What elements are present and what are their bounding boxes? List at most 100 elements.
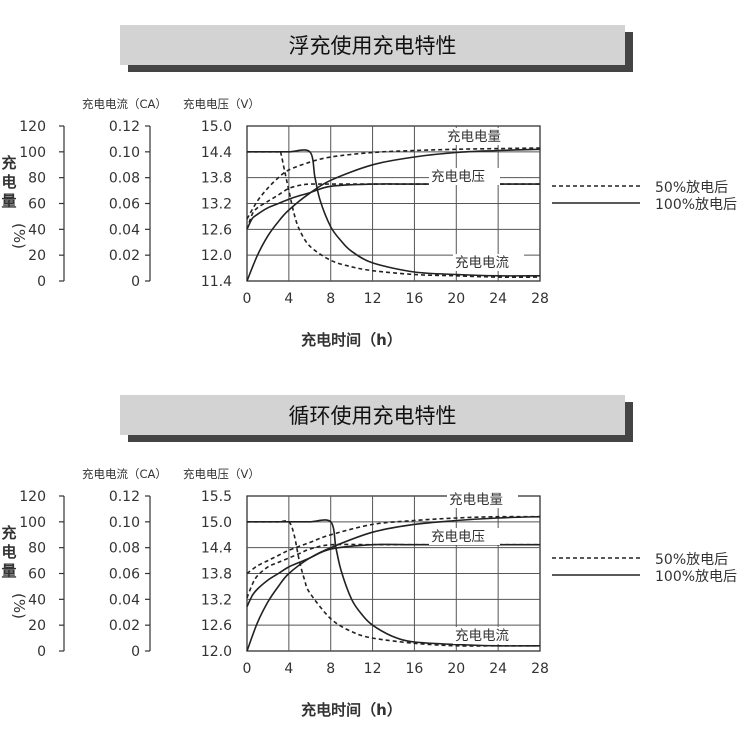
voltage-curve-100pct bbox=[246, 183, 540, 230]
voltage-curve-100pct bbox=[246, 543, 540, 608]
legend-label: 100%放电后 bbox=[655, 197, 737, 213]
voltage-curve-label: 充电电压 bbox=[431, 169, 485, 185]
x-tick-label: 16 bbox=[406, 291, 424, 307]
capacity-axis-title-char: 电 bbox=[1, 173, 16, 191]
current-curve-100pct bbox=[247, 149, 541, 277]
current-tick-label: 0 bbox=[131, 644, 140, 660]
capacity-axis-title-char: 电 bbox=[1, 543, 16, 561]
current-tick-label: 0.12 bbox=[109, 489, 140, 505]
voltage-axis-title: 充电电压（V） bbox=[183, 467, 260, 481]
capacity-curve-50pct bbox=[246, 515, 541, 575]
voltage-tick-label: 12.6 bbox=[201, 618, 232, 634]
capacity-axis-title-char: 充 bbox=[1, 524, 16, 542]
capacity-tick-label: 100 bbox=[19, 145, 46, 161]
current-curve-label-bg bbox=[453, 627, 524, 644]
voltage-tick-label: 14.4 bbox=[201, 541, 232, 557]
current-curve-label: 充电电流 bbox=[455, 628, 509, 644]
current-curve-50pct bbox=[246, 520, 540, 647]
voltage-tick-label: 14.4 bbox=[201, 145, 232, 161]
capacity-curve-label-bg bbox=[447, 491, 518, 508]
x-axis-title: 充电时间（h） bbox=[301, 701, 402, 719]
chart-title: 浮充使用充电特性 bbox=[289, 34, 457, 58]
capacity-tick-label: 40 bbox=[28, 592, 46, 608]
capacity-tick-label: 0 bbox=[37, 644, 46, 660]
current-tick-label: 0.12 bbox=[109, 119, 140, 135]
current-tick-label: 0.06 bbox=[109, 567, 140, 583]
current-tick-label: 0.04 bbox=[109, 592, 140, 608]
voltage-tick-label: 12.6 bbox=[201, 222, 232, 238]
capacity-tick-label: 20 bbox=[28, 248, 46, 264]
capacity-axis-title-char: 量 bbox=[1, 192, 16, 210]
capacity-tick-label: 60 bbox=[28, 567, 46, 583]
x-tick-label: 12 bbox=[364, 661, 382, 677]
x-tick-label: 28 bbox=[531, 661, 549, 677]
x-tick-label: 8 bbox=[326, 291, 335, 307]
legend-label: 100%放电后 bbox=[655, 569, 737, 585]
voltage-curve-label-bg bbox=[429, 528, 500, 545]
x-tick-label: 0 bbox=[243, 661, 252, 677]
capacity-tick-label: 20 bbox=[28, 618, 46, 634]
x-tick-label: 4 bbox=[284, 661, 293, 677]
title-banner bbox=[120, 395, 625, 435]
current-tick-label: 0.10 bbox=[109, 515, 140, 531]
capacity-tick-label: 80 bbox=[28, 171, 46, 187]
x-tick-label: 24 bbox=[489, 291, 507, 307]
capacity-tick-label: 120 bbox=[19, 489, 46, 505]
x-tick-label: 20 bbox=[447, 661, 465, 677]
capacity-curve-label: 充电电量 bbox=[449, 492, 503, 508]
capacity-tick-label: 80 bbox=[28, 541, 46, 557]
current-tick-label: 0.08 bbox=[109, 171, 140, 187]
x-tick-label: 20 bbox=[447, 291, 465, 307]
voltage-curve-label-bg bbox=[429, 168, 500, 185]
current-tick-label: 0.04 bbox=[109, 222, 140, 238]
x-tick-label: 0 bbox=[243, 291, 252, 307]
x-axis-title: 充电时间（h） bbox=[301, 331, 402, 349]
capacity-tick-label: 100 bbox=[19, 515, 46, 531]
capacity-curve-label: 充电电量 bbox=[447, 129, 501, 145]
x-tick-label: 12 bbox=[364, 291, 382, 307]
current-curve-label-bg bbox=[453, 254, 524, 271]
current-tick-label: 0.06 bbox=[109, 197, 140, 213]
legend-label: 50%放电后 bbox=[655, 552, 728, 568]
voltage-tick-label: 12.0 bbox=[201, 644, 232, 660]
x-tick-label: 24 bbox=[489, 661, 507, 677]
current-tick-label: 0.08 bbox=[109, 541, 140, 557]
voltage-curve-50pct bbox=[246, 183, 540, 230]
voltage-curve-label: 充电电压 bbox=[431, 529, 485, 545]
capacity-axis-unit: (%) bbox=[10, 593, 28, 619]
chart-title: 循环使用充电特性 bbox=[289, 404, 457, 428]
current-tick-label: 0.02 bbox=[109, 248, 140, 264]
capacity-axis-title-char: 充 bbox=[1, 154, 16, 172]
current-tick-label: 0 bbox=[131, 274, 140, 290]
capacity-axis-unit: (%) bbox=[10, 223, 28, 249]
legend-label: 50%放电后 bbox=[655, 180, 728, 196]
voltage-tick-label: 13.2 bbox=[201, 592, 232, 608]
capacity-tick-label: 120 bbox=[19, 119, 46, 135]
x-tick-label: 4 bbox=[284, 291, 293, 307]
voltage-tick-label: 13.8 bbox=[201, 171, 232, 187]
capacity-axis-title-char: 量 bbox=[1, 562, 16, 580]
capacity-tick-label: 60 bbox=[28, 197, 46, 213]
current-curve-100pct bbox=[246, 519, 541, 647]
x-tick-label: 8 bbox=[326, 661, 335, 677]
capacity-curve-100pct bbox=[246, 148, 541, 282]
voltage-tick-label: 13.2 bbox=[201, 197, 232, 213]
voltage-tick-label: 11.4 bbox=[201, 274, 232, 290]
x-tick-label: 16 bbox=[406, 661, 424, 677]
current-tick-label: 0.10 bbox=[109, 145, 140, 161]
capacity-tick-label: 40 bbox=[28, 222, 46, 238]
voltage-tick-label: 13.8 bbox=[201, 567, 232, 583]
voltage-axis-title: 充电电压（V） bbox=[183, 97, 260, 111]
capacity-tick-label: 0 bbox=[37, 274, 46, 290]
current-axis-title: 充电电流（CA） bbox=[82, 97, 167, 111]
current-tick-label: 0.02 bbox=[109, 618, 140, 634]
x-tick-label: 28 bbox=[531, 291, 549, 307]
current-curve-label: 充电电流 bbox=[455, 255, 509, 271]
title-banner bbox=[120, 25, 625, 65]
voltage-tick-label: 15.0 bbox=[201, 119, 232, 135]
capacity-curve-label-bg bbox=[445, 128, 516, 145]
current-axis-title: 充电电流（CA） bbox=[82, 467, 167, 481]
